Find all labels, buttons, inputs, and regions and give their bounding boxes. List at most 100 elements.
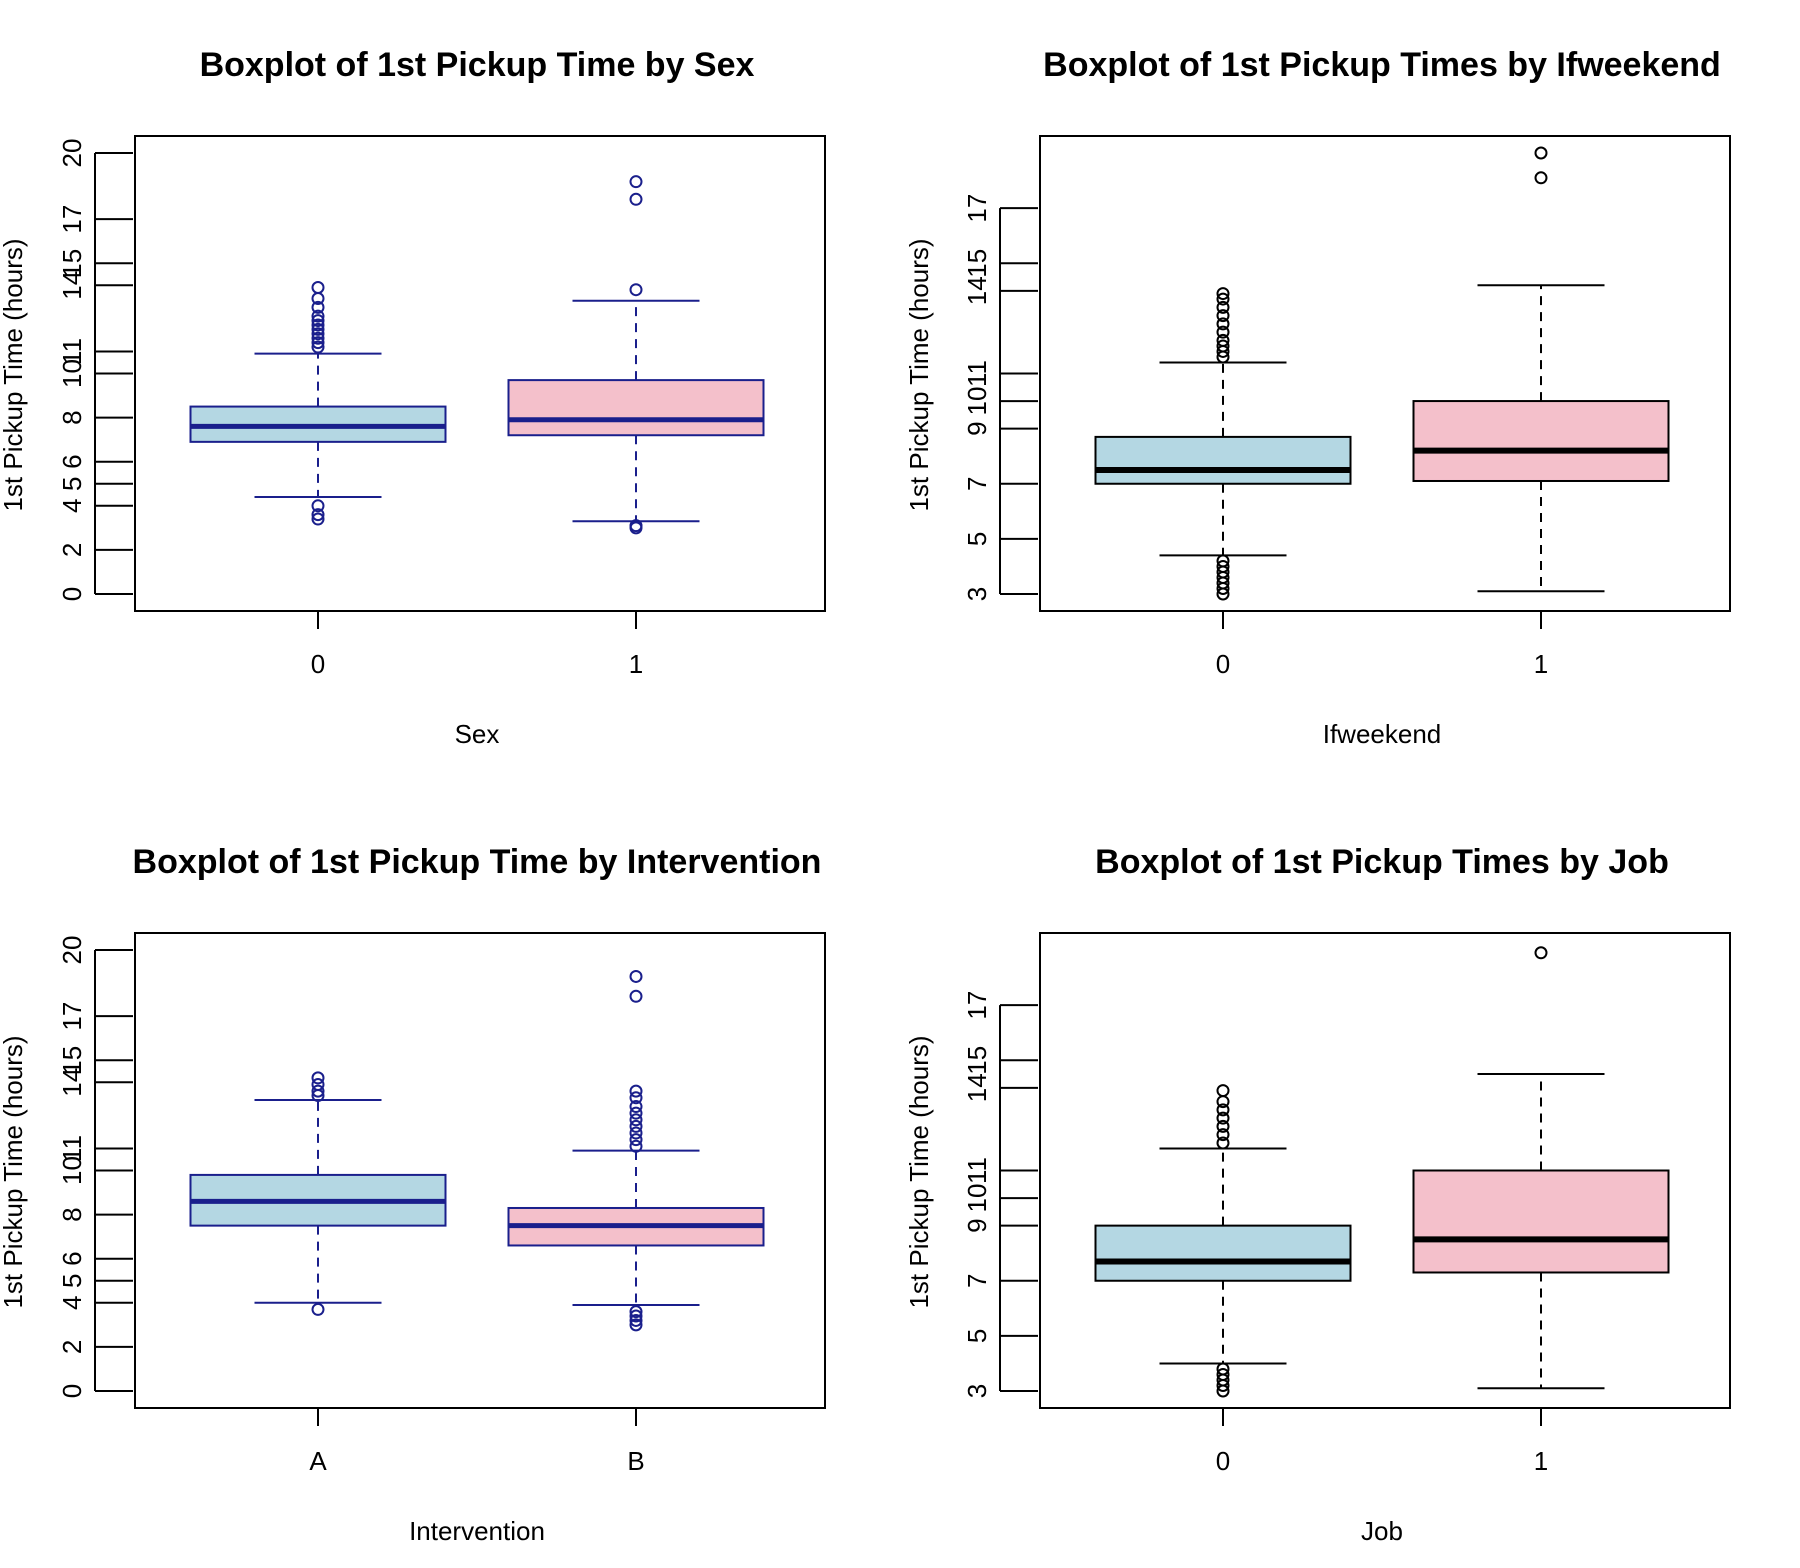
outlier-point (629, 1126, 643, 1140)
x-axis-label: Intervention (409, 1516, 545, 1546)
outlier-point (629, 1100, 643, 1114)
outlier-point (311, 318, 325, 332)
y-tick-label: 6 (57, 1251, 87, 1265)
y-tick-label: 11 (962, 360, 992, 387)
y-tick-label: 10 (57, 1156, 87, 1185)
outlier-point (311, 331, 325, 345)
outlier-point (1216, 1136, 1230, 1150)
y-tick-label: 5 (962, 1329, 992, 1343)
y-tick-label: 15 (57, 1046, 87, 1075)
outlier-point (1216, 554, 1230, 568)
category-label-1: 1 (629, 649, 643, 679)
y-tick-label: 17 (57, 205, 87, 234)
y-axis-label: 1st Pickup Time (hours) (0, 1035, 28, 1308)
y-tick-label: 11 (57, 1135, 87, 1162)
category-label-0: A (309, 1446, 327, 1476)
outlier-point (1216, 317, 1230, 331)
outlier-point (311, 1302, 325, 1316)
outlier-point (1216, 1119, 1230, 1133)
panel-title: Boxplot of 1st Pickup Times by Job (1095, 843, 1669, 881)
panel-title: Boxplot of 1st Pickup Time by Sex (200, 46, 755, 84)
outlier-point (629, 1084, 643, 1098)
y-tick-label: 10 (962, 1184, 992, 1213)
y-tick-label: 15 (57, 249, 87, 278)
y-tick-label: 0 (57, 1384, 87, 1398)
outlier-point (1216, 333, 1230, 347)
outlier-point (311, 322, 325, 336)
panel-job: Boxplot of 1st Pickup Times by Job Job 1… (904, 843, 1731, 1546)
y-tick-label: 20 (57, 936, 87, 965)
category-label-1: B (627, 1446, 644, 1476)
iqr-box (1412, 400, 1670, 482)
category-label-0: 0 (1216, 649, 1230, 679)
iqr-box (507, 379, 765, 437)
y-tick-label: 9 (962, 1218, 992, 1232)
outlier-point (629, 989, 643, 1003)
y-tick-label: 9 (962, 421, 992, 435)
outlier-point (629, 1133, 643, 1147)
plot-frame (134, 932, 826, 1409)
plot-frame (134, 135, 826, 612)
x-axis-label: Sex (455, 719, 500, 749)
plot-frame (1039, 135, 1731, 612)
panel-ifweekend: Boxplot of 1st Pickup Times by Ifweekend… (904, 46, 1731, 749)
outlier-point (311, 499, 325, 513)
panel-intervention: Boxplot of 1st Pickup Time by Interventi… (0, 843, 826, 1546)
y-tick-label: 0 (57, 587, 87, 601)
panel-title: Boxplot of 1st Pickup Times by Ifweekend (1043, 46, 1721, 84)
y-tick-label: 11 (962, 1157, 992, 1184)
category-label-1: 1 (1534, 649, 1548, 679)
y-tick-label: 11 (57, 338, 87, 365)
outlier-point (311, 336, 325, 350)
iqr-box (1412, 1169, 1670, 1274)
outlier-point (311, 327, 325, 341)
outlier-point (629, 1113, 643, 1127)
outlier-point (311, 300, 325, 314)
y-tick-label: 3 (962, 1384, 992, 1398)
y-tick-label: 5 (57, 477, 87, 491)
panel-title: Boxplot of 1st Pickup Time by Interventi… (133, 843, 822, 881)
outlier-point (629, 1318, 643, 1332)
outlier-point (311, 508, 325, 522)
y-tick-label: 5 (57, 1274, 87, 1288)
box-1 (1412, 146, 1670, 593)
box-0 (189, 281, 447, 526)
outlier-point (1216, 1103, 1230, 1117)
y-tick-label: 2 (57, 543, 87, 557)
outlier-point (1534, 946, 1548, 960)
box-1 (1412, 946, 1670, 1390)
outlier-point (629, 969, 643, 983)
y-tick-label: 7 (962, 477, 992, 491)
outlier-point (629, 521, 643, 535)
outlier-point (629, 1309, 643, 1323)
y-tick-label: 4 (57, 499, 87, 513)
x-axis-label: Ifweekend (1323, 719, 1442, 749)
outlier-point (1216, 559, 1230, 573)
iqr-box (1094, 1224, 1352, 1282)
y-tick-label: 20 (57, 139, 87, 168)
outlier-point (1216, 1084, 1230, 1098)
y-tick-label: 17 (962, 991, 992, 1020)
outlier-point (1216, 309, 1230, 323)
box-A (189, 1071, 447, 1316)
y-tick-label: 14 (962, 1073, 992, 1102)
category-label-1: 1 (1534, 1446, 1548, 1476)
y-tick-label: 15 (962, 249, 992, 278)
outlier-point (1534, 171, 1548, 185)
y-tick-label: 17 (962, 194, 992, 223)
outlier-point (311, 1084, 325, 1098)
box-0 (1094, 1084, 1352, 1398)
outlier-point (311, 340, 325, 354)
outlier-point (1216, 300, 1230, 314)
outlier-point (1216, 1111, 1230, 1125)
outlier-point (629, 192, 643, 206)
y-axis-label: 1st Pickup Time (hours) (0, 238, 28, 511)
iqr-box (1094, 435, 1352, 485)
category-label-0: 0 (1216, 1446, 1230, 1476)
outlier-point (1216, 325, 1230, 339)
y-tick-label: 5 (962, 532, 992, 546)
y-tick-label: 4 (57, 1296, 87, 1310)
